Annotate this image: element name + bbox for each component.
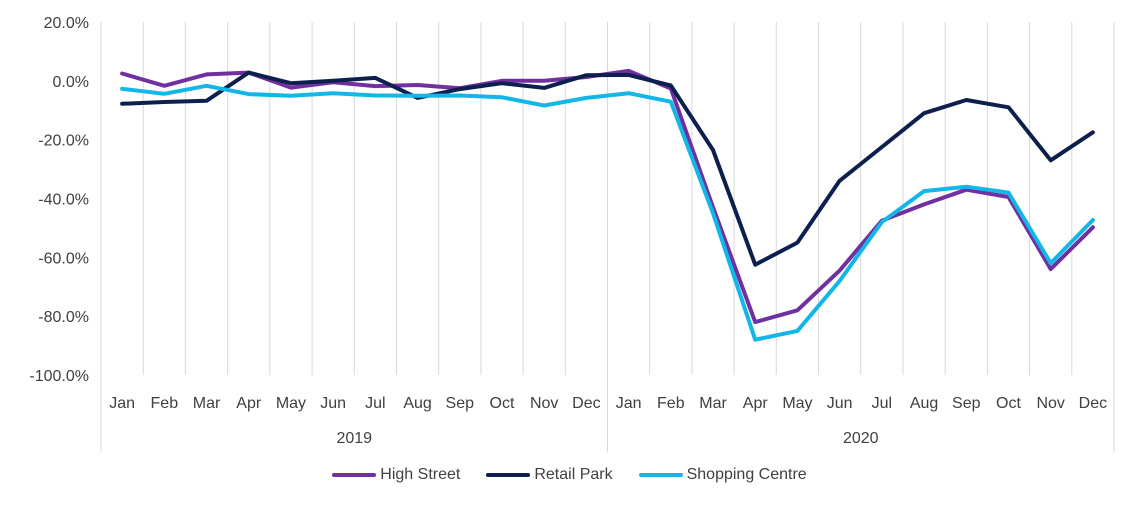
x-tick-label: Nov [530,395,558,412]
legend-item-retail-park: Retail Park [486,466,613,484]
x-tick-label: Jun [827,395,853,412]
x-tick-label: Dec [572,395,600,412]
x-tick-label: Sep [446,395,475,412]
x-tick-label: Jul [872,395,892,412]
x-tick-label: Jan [109,395,135,412]
legend-swatch [638,473,683,477]
y-tick-label: -80.0% [38,309,89,326]
y-tick-label: -40.0% [38,192,89,209]
legend-item-high-street: High Street [332,466,460,484]
x-tick-label: May [782,395,812,412]
x-tick-label: Feb [151,395,179,412]
x-tick-label: Aug [910,395,938,412]
x-tick-label: Feb [657,395,685,412]
legend-label: High Street [380,466,461,483]
x-tick-label: May [276,395,306,412]
x-tick-label: Jan [616,395,642,412]
x-tick-label: Nov [1036,395,1064,412]
x-axis: Jan Feb Mar Apr May Jun Jul Aug Sep Oct Nov Dec Jan F… [100,375,1115,452]
y-tick-label: -100.0% [29,368,89,385]
legend-item-shopping-centre: Shopping Centre [638,466,807,484]
x-tick-label: Apr [743,395,769,412]
y-tick-label: 20.0% [44,15,89,32]
x-tick-label: Mar [699,395,727,412]
legend-label: Shopping Centre [686,466,807,483]
x-tick-label: Oct [996,395,1021,412]
legend: High Street Retail Park Shopping Centre [0,466,1139,484]
group-label: 2020 [843,430,879,447]
x-tick-label: Aug [403,395,431,412]
x-tick-label: Oct [490,395,515,412]
chart-svg: 20.0% 0.0% -20.0% -40.0% -60.0% -80.0% -100.0%… [29,15,1115,452]
group-label: 2019 [336,430,372,447]
series-line-shopping-centre [120,83,1095,342]
x-tick-label: Jun [320,395,346,412]
y-tick-label: -20.0% [38,133,89,150]
legend-label: Retail Park [534,466,613,483]
series-line-retail-park [120,70,1095,267]
y-axis: 20.0% 0.0% -20.0% -40.0% -60.0% -80.0% -100.0% [29,15,89,385]
y-tick-label: 0.0% [53,74,89,91]
x-tick-label: Jul [365,395,385,412]
x-tick-label: Apr [236,395,262,412]
series-layer [120,68,1095,342]
x-tick-label: Sep [952,395,981,412]
x-tick-label: Dec [1079,395,1107,412]
legend-swatch [486,473,531,477]
x-tick-label: Mar [193,395,221,412]
legend-swatch [332,473,377,477]
y-tick-label: -60.0% [38,250,89,267]
